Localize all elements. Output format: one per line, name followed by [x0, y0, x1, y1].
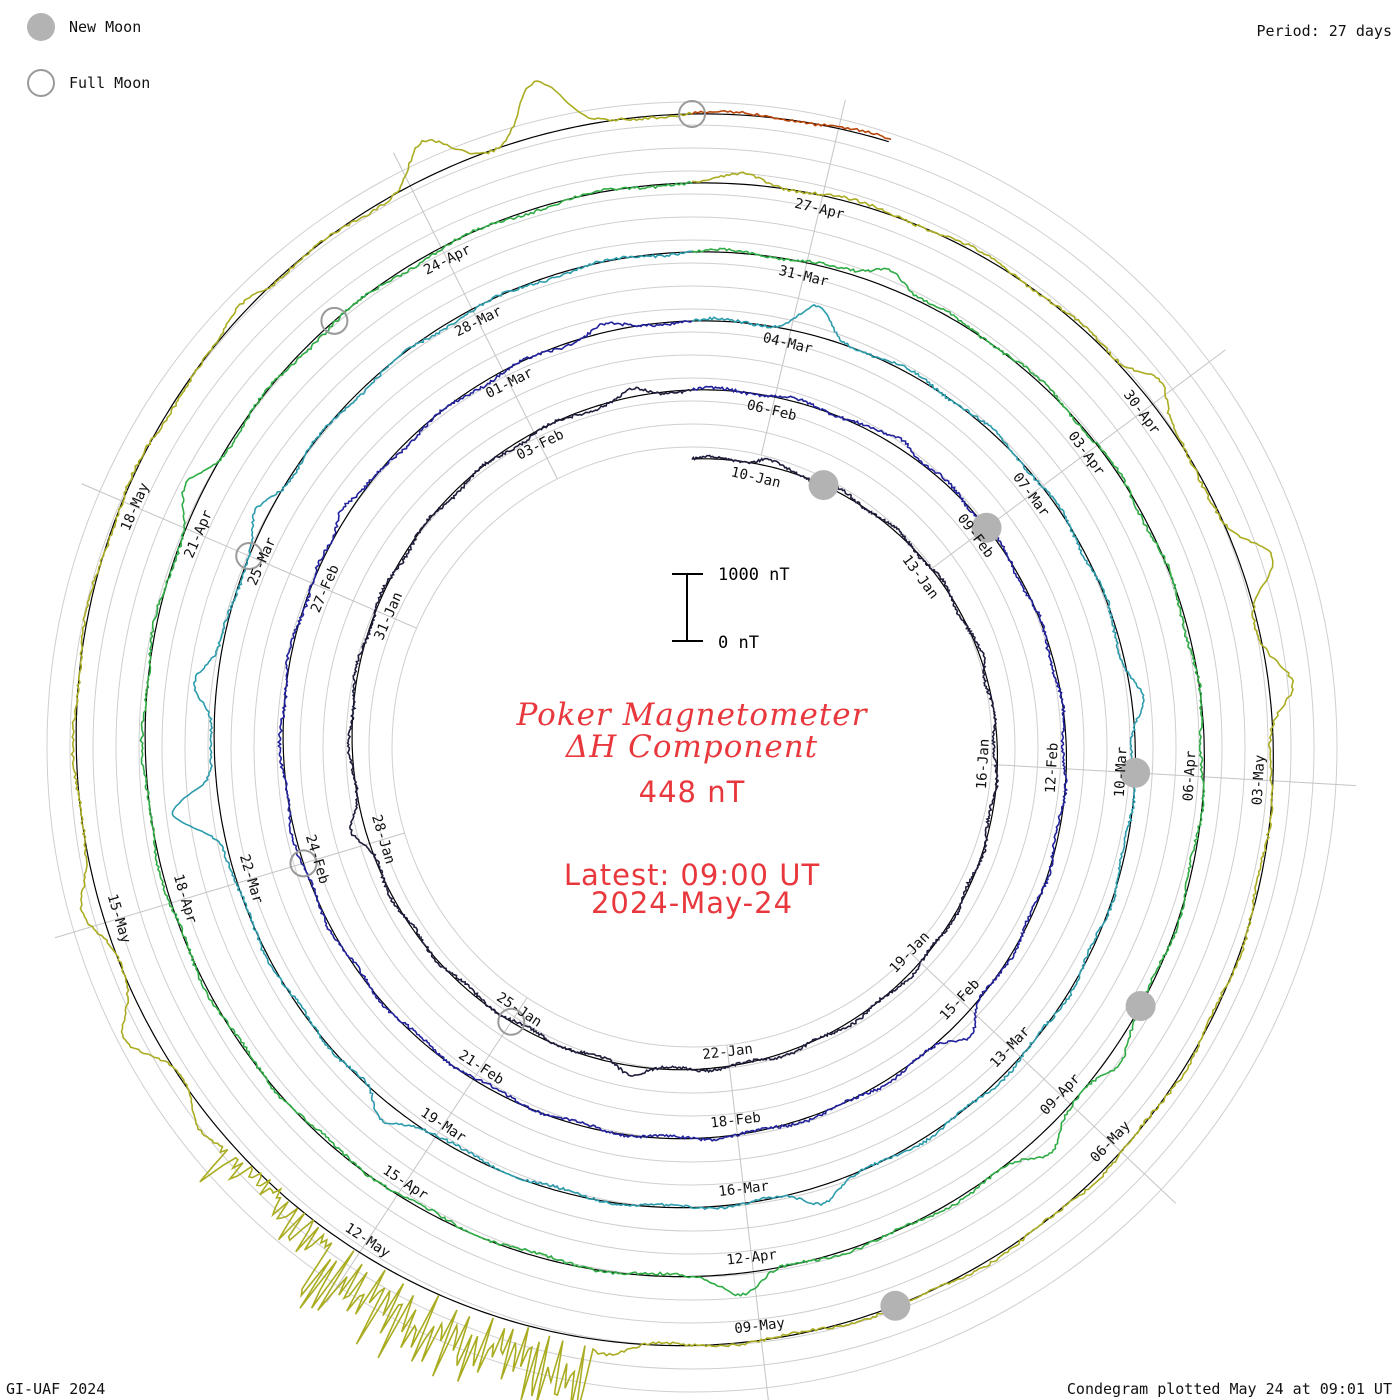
- date-tick-label: 16-Mar: [718, 1178, 770, 1200]
- legend-new-moon: New Moon: [27, 13, 141, 41]
- data-series-rotation: [171, 250, 1145, 1211]
- grid-ring: [115, 170, 1269, 1324]
- full-moon-marker: [235, 542, 264, 571]
- grid-spoke: [326, 997, 528, 1303]
- new-moon-marker: [808, 470, 839, 501]
- date-tick-label: 22-Mar: [236, 853, 266, 906]
- full-moon-icon: [27, 69, 55, 97]
- legend-full-moon: Full Moon: [27, 69, 150, 97]
- period-label: Period: 27 days: [1256, 22, 1392, 40]
- new-moon-marker: [1120, 757, 1151, 788]
- date-tick-label: 24-Feb: [302, 833, 332, 886]
- date-tick-label: 22-Jan: [702, 1041, 754, 1063]
- date-tick-label: 13-Jan: [898, 552, 941, 602]
- grid-spoke: [726, 1044, 769, 1400]
- grid-spoke: [909, 952, 1177, 1204]
- full-moon-marker: [497, 1007, 526, 1036]
- date-tick-label: 03-Feb: [514, 427, 566, 464]
- new-moon-marker: [880, 1290, 911, 1321]
- data-series-rotation: [691, 109, 892, 140]
- full-moon-marker: [289, 849, 318, 878]
- chart-title-line2: ΔH Component: [565, 729, 819, 765]
- grid-spoke: [393, 152, 558, 480]
- grid-ring: [207, 262, 1177, 1232]
- new-moon-marker: [971, 512, 1002, 543]
- data-series-rotation: [346, 386, 1000, 1077]
- date-tick-label: 10-Mar: [1112, 746, 1131, 797]
- footer-plot-time: Condegram plotted May 24 at 09:01 UT: [1066, 1380, 1392, 1398]
- data-series-rotation: [70, 80, 1295, 1400]
- date-tick-label: 18-Apr: [170, 872, 200, 925]
- date-tick-label: 12-May: [342, 1220, 393, 1261]
- data-trace: [70, 80, 1295, 1400]
- scale-bar-bottom-label: 0 nT: [718, 633, 759, 653]
- date-tick-label: 21-Apr: [181, 508, 216, 561]
- footer-credit: GI-UAF 2024: [6, 1380, 106, 1398]
- date-tick-label: 18-Feb: [710, 1110, 762, 1132]
- baseline-spiral: [75, 113, 1274, 1347]
- grid-ring: [69, 124, 1315, 1370]
- data-series-rotation: [277, 320, 1068, 1142]
- new-moon-label: New Moon: [69, 18, 142, 36]
- grid-ring: [391, 446, 993, 1048]
- latest-date: 2024-May-24: [590, 886, 794, 920]
- grid-ring: [138, 193, 1246, 1301]
- date-tick-label: 03-Apr: [1065, 429, 1108, 479]
- grid-ring: [345, 400, 1039, 1094]
- date-tick-label: 25-Jan: [493, 989, 544, 1030]
- date-tick-label: 18-May: [118, 481, 153, 534]
- date-tick-label: 21-Feb: [455, 1047, 506, 1088]
- data-series-rotation: [139, 180, 1206, 1297]
- date-tick-label: 06-Apr: [1181, 750, 1200, 801]
- current-value: 448 nT: [638, 775, 746, 809]
- grid-ring: [253, 308, 1131, 1186]
- latest-time: Latest: 09:00 UT: [563, 858, 821, 892]
- chart-title-line1: Poker Magnetometer: [516, 697, 868, 733]
- date-tick-label: 27-Feb: [308, 562, 343, 615]
- baseline-path: [75, 113, 1274, 1347]
- date-tick-label: 16-Jan: [974, 738, 993, 789]
- moon-markers: [235, 100, 1156, 1321]
- grid-spoke: [991, 763, 1356, 787]
- full-moon-label: Full Moon: [69, 74, 151, 92]
- date-tick-label: 03-May: [1249, 754, 1268, 805]
- date-tick-label: 07-Mar: [1009, 470, 1052, 520]
- full-moon-marker: [678, 100, 706, 128]
- new-moon-icon: [27, 13, 55, 41]
- date-tick-label: 10-Jan: [729, 464, 782, 491]
- scale-bar: 1000 nT 0 nT: [672, 565, 790, 653]
- grid-spoke: [54, 832, 405, 939]
- date-tick-label: 12-Feb: [1043, 742, 1062, 793]
- new-moon-marker: [1125, 991, 1156, 1021]
- date-tick-label: 09-May: [734, 1315, 786, 1337]
- date-tick-label: 15-May: [104, 892, 134, 945]
- full-moon-marker: [320, 306, 349, 335]
- date-tick-label: 31-Jan: [371, 590, 406, 643]
- date-tick-label: 01-Mar: [483, 365, 535, 402]
- date-tick-label: 12-Apr: [726, 1247, 778, 1269]
- date-tick-label: 28-Mar: [452, 303, 504, 340]
- date-tick-label: 30-Apr: [1120, 387, 1163, 437]
- date-tick-label: 24-Apr: [421, 242, 473, 279]
- scale-bar-top-label: 1000 nT: [718, 565, 790, 585]
- date-tick-label: 19-Mar: [418, 1105, 469, 1146]
- grid-ring: [276, 331, 1108, 1163]
